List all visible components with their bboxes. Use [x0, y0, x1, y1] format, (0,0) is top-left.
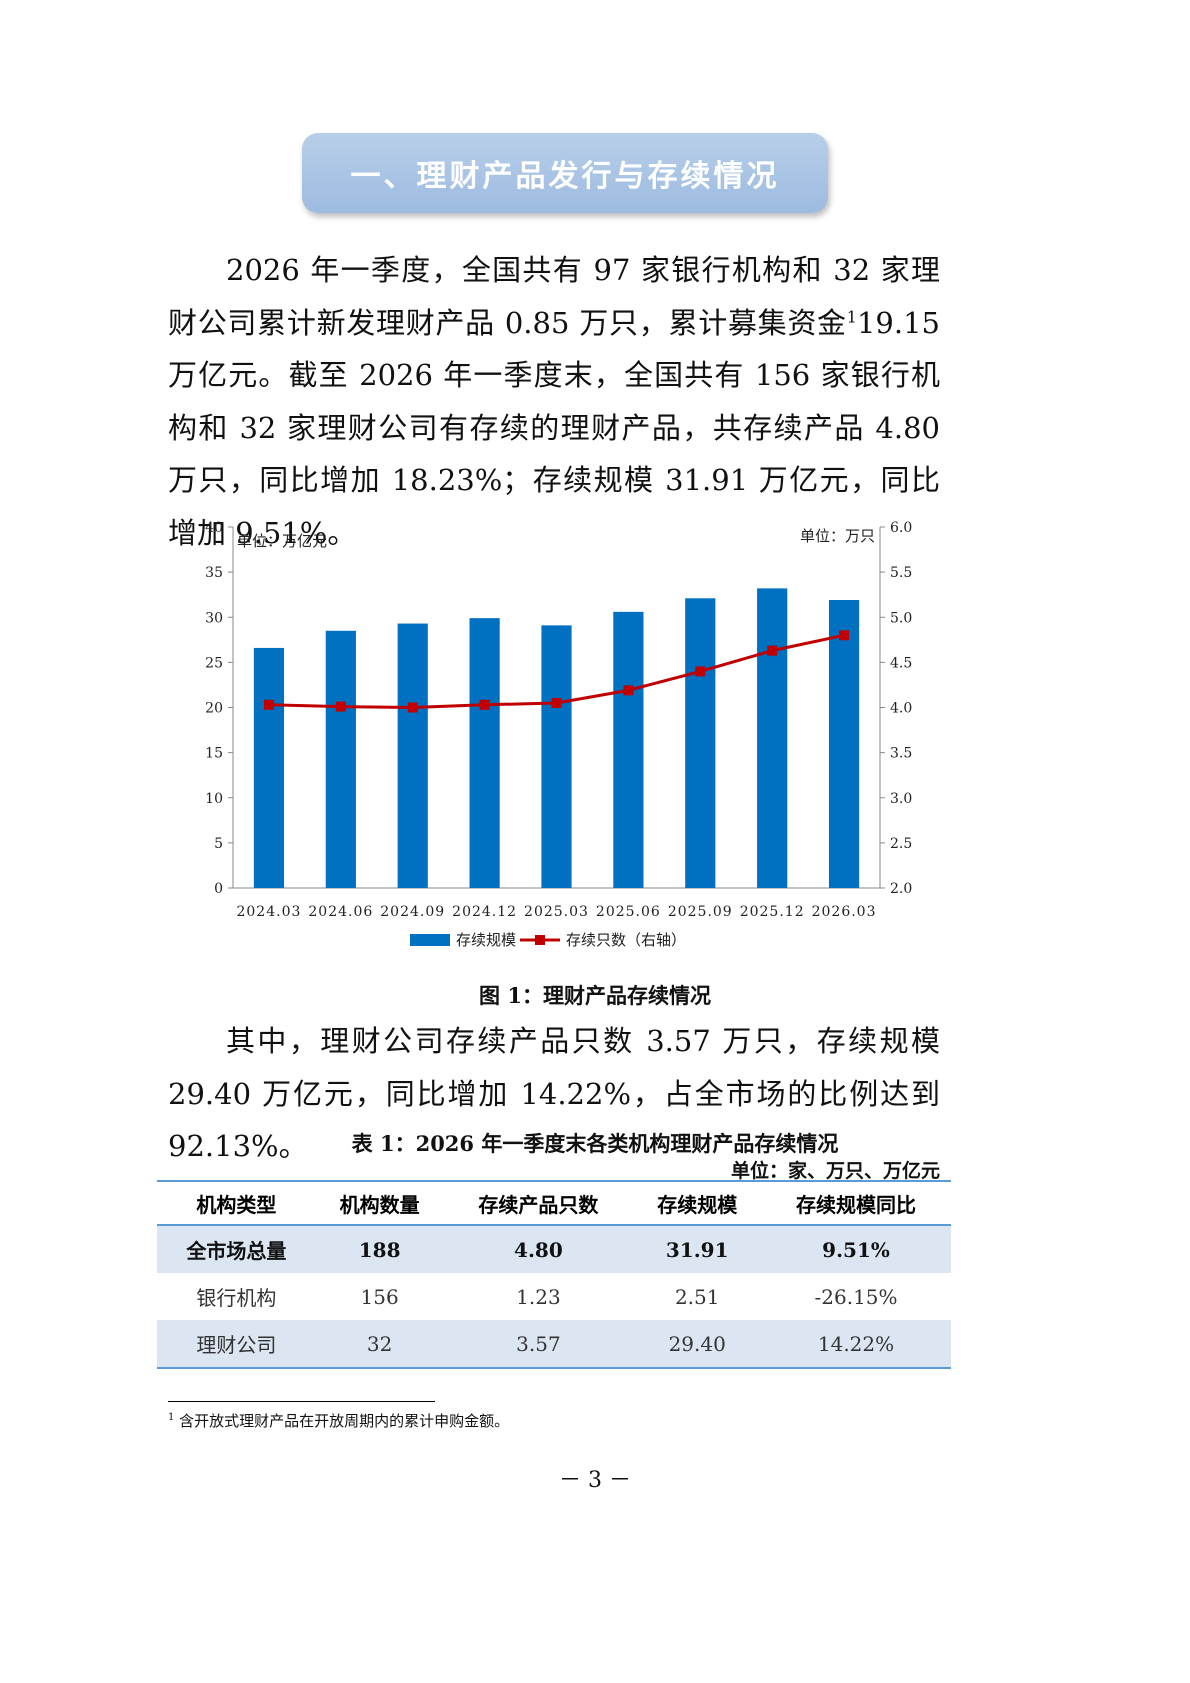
y2-tick-label: 4.0	[890, 701, 912, 717]
legend-label: 存续只数（右轴）	[566, 931, 686, 949]
y-tick-label: 40	[205, 520, 223, 536]
bar	[685, 598, 716, 888]
y-tick-label: 0	[214, 881, 223, 897]
y-tick-label: 35	[205, 565, 223, 581]
x-tick-label: 2025.03	[524, 904, 589, 920]
header-row: 机构类型 机构数量 存续产品只数 存续规模 存续规模同比	[157, 1181, 951, 1226]
table-row: 全市场总量 188 4.80 31.91 9.51%	[157, 1225, 951, 1273]
table-cell: 156	[360, 1284, 399, 1309]
line-marker	[263, 699, 274, 710]
table-cell: 4.80	[443, 1225, 634, 1273]
table-cell: 银行机构	[196, 1286, 277, 1310]
header-cell: 机构类型	[157, 1181, 316, 1226]
x-tick-label: 2024.06	[308, 904, 373, 920]
header-cell: 存续规模	[633, 1181, 762, 1226]
chart: 单位：万亿元 单位：万只 0 5 10 15 20 25 30 35 40 2.0 2.5 3.0 3.…	[205, 520, 912, 949]
line-marker	[551, 697, 562, 708]
line-marker	[839, 630, 850, 641]
x-tick-label: 2025.12	[740, 904, 805, 920]
table-cell: 3.57	[443, 1320, 634, 1368]
page-number: － 3 －	[559, 1468, 631, 1493]
line-marker	[623, 685, 634, 696]
y2-tick-label: 5.5	[890, 565, 912, 581]
table-cell: 1.23	[516, 1284, 561, 1309]
paragraph: 2026 年一季度，全国共有 97 家银行机构和 32 家理财公司累计新发理财产…	[168, 244, 940, 559]
header-cell: 存续规模同比	[761, 1181, 951, 1226]
y-tick-label: 5	[214, 836, 223, 852]
footnote-mark: 1	[168, 1412, 175, 1423]
header-cell: 存续产品只数	[443, 1181, 634, 1226]
y-tick-label: 20	[205, 701, 223, 717]
table-cell: 14.22%	[761, 1320, 951, 1368]
table-row: 银行机构 156 1.23 2.51 -26.15%	[157, 1273, 951, 1320]
footnote: 1 含开放式理财产品在开放周期内的累计申购金额。	[168, 1410, 509, 1431]
table-unit: 单位：家、万只、万亿元	[730, 1160, 940, 1182]
table: 机构类型 机构数量 存续产品只数 存续规模 存续规模同比 全市场总量 188 4.80 31.9…	[157, 1180, 951, 1369]
footnote-rule	[168, 1401, 435, 1402]
y2-tick-label: 2.0	[890, 881, 912, 897]
y-tick-label: 25	[205, 655, 223, 671]
footnote-text: 含开放式理财产品在开放周期内的累计申购金额。	[179, 1412, 510, 1430]
x-tick-label: 2024.09	[380, 904, 445, 920]
header-cell: 机构数量	[315, 1181, 444, 1226]
table-cell: 2.51	[674, 1284, 720, 1309]
table-cell: 188	[315, 1225, 444, 1273]
table-row: 理财公司 32 3.57 29.40 14.22%	[157, 1320, 951, 1368]
y2-tick-label: 3.0	[890, 791, 912, 807]
legend-label: 存续规模	[456, 931, 516, 949]
x-tick-label: 2025.06	[596, 904, 661, 920]
text: 其中，理财公司存续产品只数 3.57 万只，存续规模 29.40 万亿元，同比增…	[168, 1024, 940, 1163]
y-tick-label: 15	[205, 746, 223, 762]
annotation: 单位：万亿元	[237, 532, 327, 550]
annotation: 单位：万只	[800, 527, 875, 545]
section-title: 一、理财产品发行与存续情况	[302, 133, 828, 213]
x-tick-label: 2024.03	[236, 904, 301, 920]
line-marker	[479, 699, 490, 710]
y2-tick-label: 2.5	[890, 836, 912, 852]
y2-tick-label: 6.0	[890, 520, 912, 536]
table-cell: 32	[315, 1320, 444, 1368]
bar	[828, 600, 860, 888]
bar	[325, 630, 356, 888]
y-tick-label: 10	[205, 791, 223, 807]
y2-tick-label: 3.5	[890, 746, 912, 762]
y-tick-label: 30	[205, 610, 223, 626]
x-tick-label: 2026.03	[812, 904, 877, 920]
x-tick-label: 2024.12	[452, 904, 517, 920]
table-cell: 31.91	[633, 1225, 762, 1273]
table-cell: -26.15%	[814, 1284, 898, 1309]
line-marker	[335, 701, 346, 712]
bar	[397, 623, 428, 888]
y2-tick-label: 5.0	[890, 610, 912, 626]
bar	[757, 588, 788, 888]
table-cell: 理财公司	[157, 1320, 316, 1368]
bar	[469, 618, 500, 888]
bar	[253, 647, 285, 888]
paragraph: 其中，理财公司存续产品只数 3.57 万只，存续规模 29.40 万亿元，同比增…	[168, 1015, 940, 1173]
bar	[613, 611, 644, 888]
text: 2026 年一季度，全国共有 97 家银行机构和 32 家理财公司累计新发理财产…	[168, 253, 940, 340]
line-marker	[767, 645, 778, 656]
table-cell: 29.40	[633, 1320, 762, 1368]
figure-caption: 图 1：理财产品存续情况	[479, 983, 711, 1008]
bar	[541, 625, 572, 888]
table-cell: 全市场总量	[157, 1225, 316, 1273]
text: 19.15 万亿元。截至 2026 年一季度末，全国共有 156 家银行机构和 …	[168, 305, 940, 550]
table-cell: 9.51%	[761, 1225, 951, 1273]
y2-tick-label: 4.5	[890, 655, 912, 671]
legend-swatch	[410, 934, 450, 946]
legend-marker	[535, 935, 545, 945]
footnote-ref: 1	[846, 306, 857, 326]
table-title: 表 1：2026 年一季度末各类机构理财产品存续情况	[351, 1131, 839, 1156]
x-tick-label: 2025.09	[668, 904, 733, 920]
line-marker	[695, 666, 706, 677]
line-marker	[407, 702, 418, 713]
